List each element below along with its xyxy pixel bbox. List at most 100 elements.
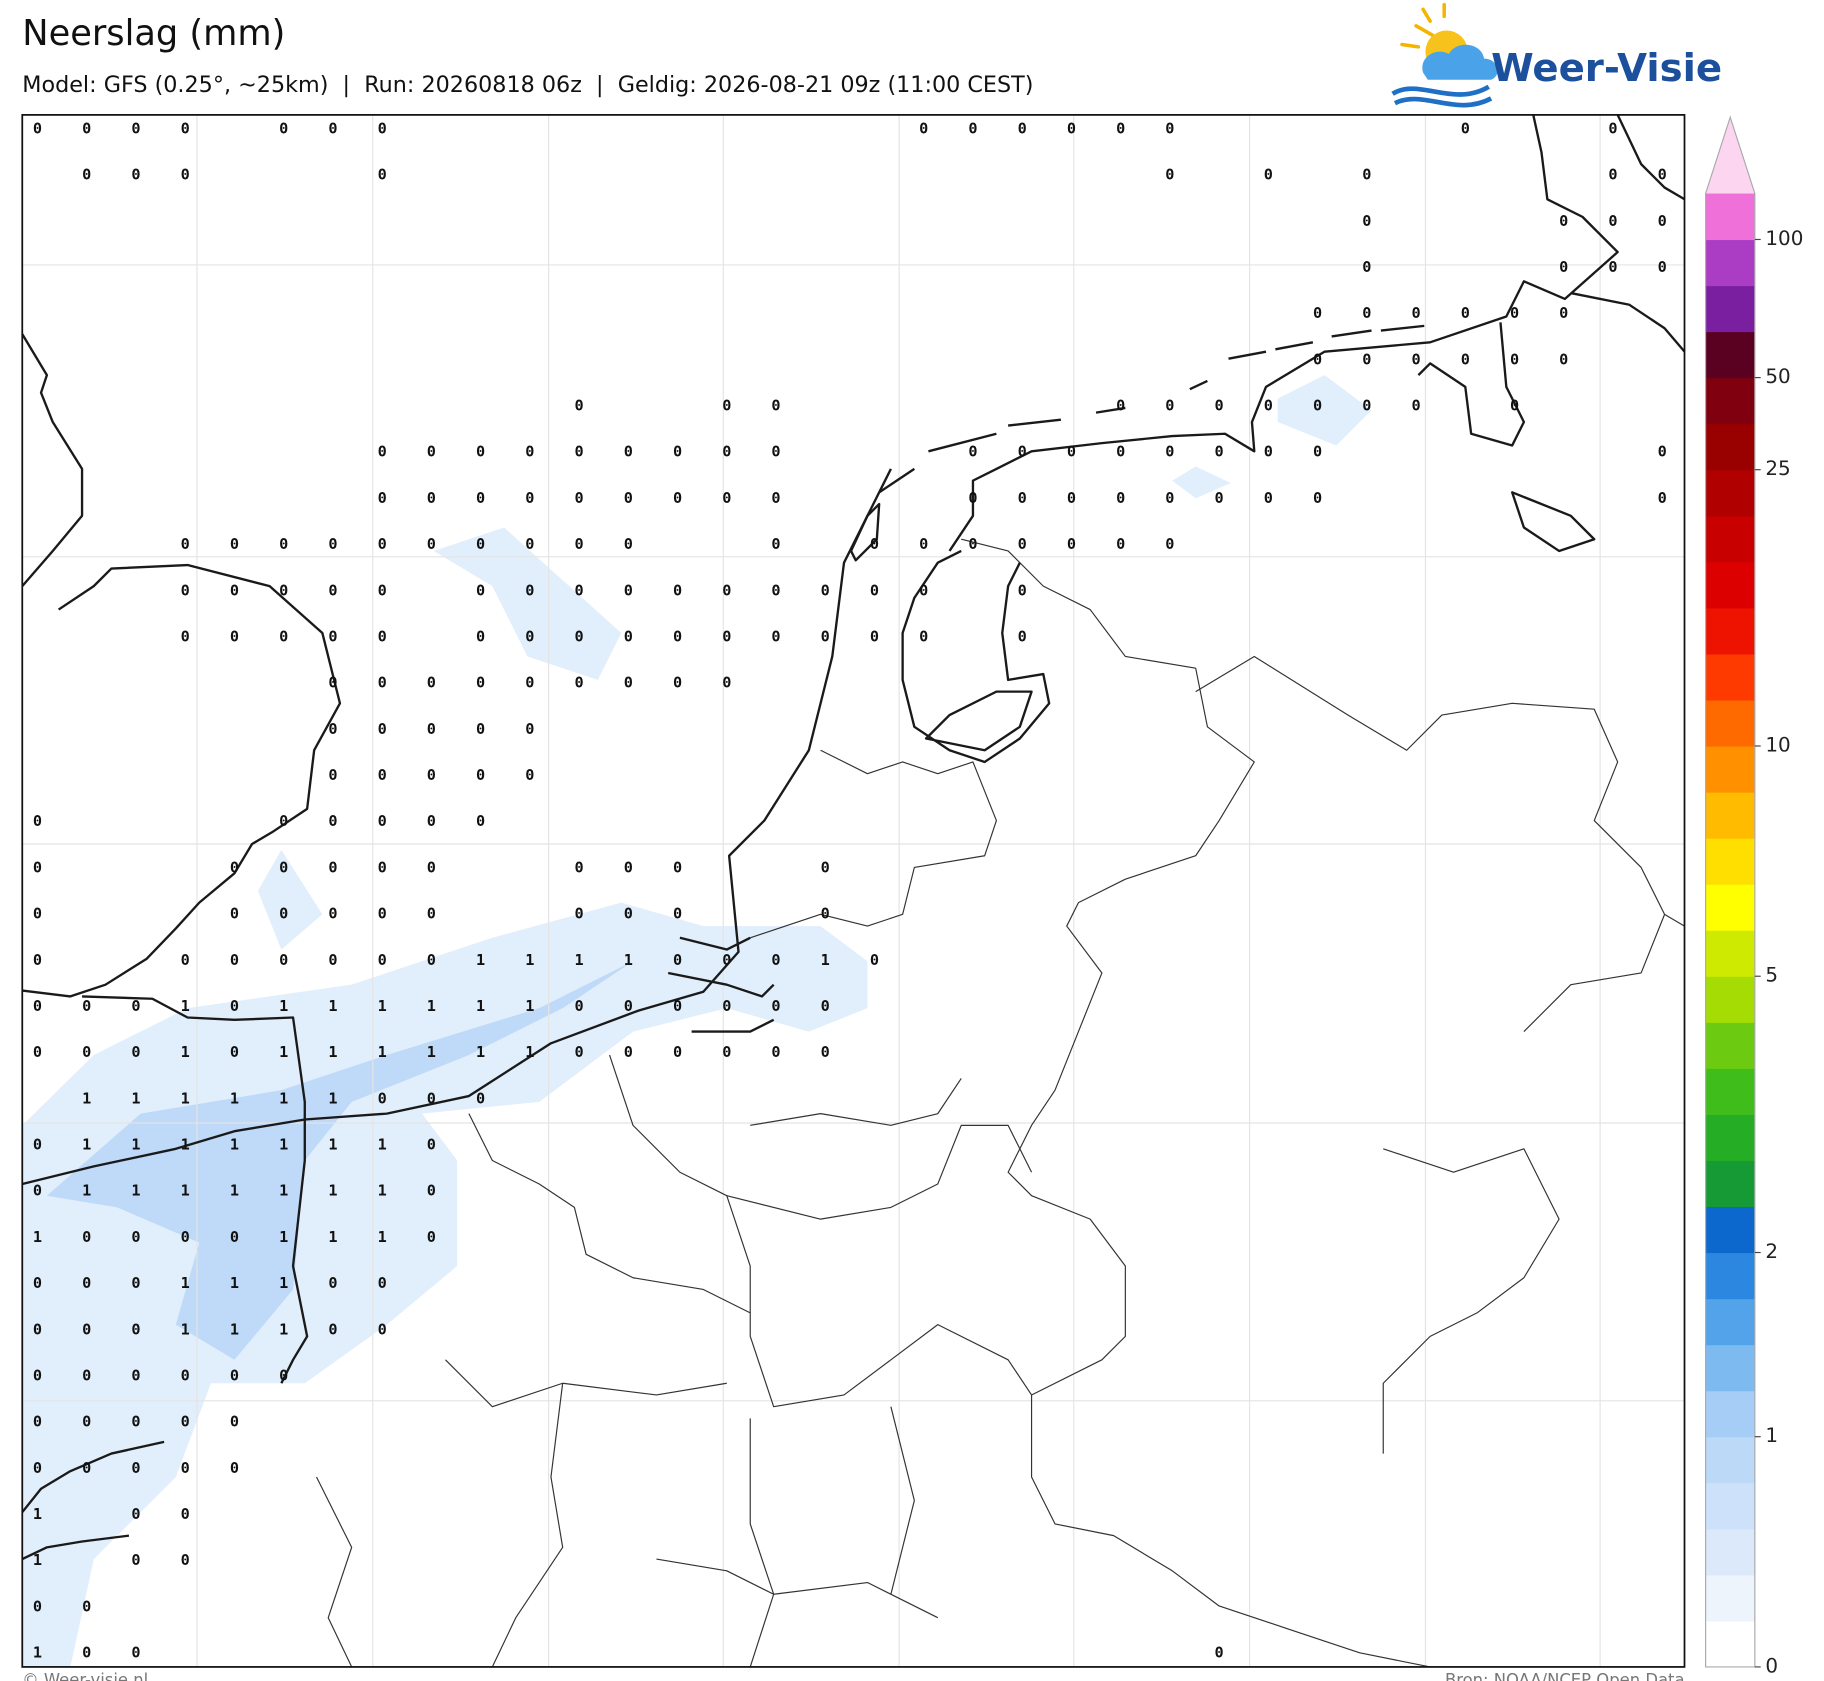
- grid-value: 0: [378, 858, 387, 876]
- grid-value: 0: [574, 858, 583, 876]
- grid-value: 0: [82, 1644, 91, 1662]
- grid-value: 0: [476, 674, 485, 692]
- grid-value: 0: [722, 674, 731, 692]
- grid-value: 0: [1018, 535, 1027, 553]
- grid-value: 1: [525, 1043, 534, 1061]
- grid-value: 0: [279, 858, 288, 876]
- grid-value: 0: [328, 535, 337, 553]
- grid-value: 0: [1510, 304, 1519, 322]
- grid-value: 0: [378, 951, 387, 969]
- grid-value: 0: [427, 674, 436, 692]
- grid-value: 1: [328, 1089, 337, 1107]
- grid-value: 0: [181, 535, 190, 553]
- grid-value: 1: [181, 1089, 190, 1107]
- grid-value: 0: [33, 997, 42, 1015]
- grid-value: 0: [181, 951, 190, 969]
- grid-value: 0: [33, 1043, 42, 1061]
- colorbar-segment: [1705, 1252, 1755, 1300]
- grid-value: 0: [919, 627, 928, 645]
- grid-value: 0: [870, 627, 879, 645]
- grid-value: 1: [33, 1505, 42, 1523]
- grid-value: 0: [525, 581, 534, 599]
- grid-value: 0: [33, 1320, 42, 1338]
- grid-value: 0: [673, 1043, 682, 1061]
- grid-value: 0: [427, 812, 436, 830]
- colorbar-segment: [1705, 1574, 1755, 1622]
- grid-value: 0: [476, 581, 485, 599]
- colorbar-segment: [1705, 515, 1755, 563]
- grid-value: 1: [230, 1182, 239, 1200]
- grid-value: 0: [279, 119, 288, 137]
- grid-value: 1: [131, 1089, 140, 1107]
- grid-value: 0: [131, 1505, 140, 1523]
- grid-value: 1: [476, 951, 485, 969]
- grid-value: 0: [1313, 489, 1322, 507]
- grid-value: 0: [673, 627, 682, 645]
- colorbar-segment: [1705, 1620, 1755, 1668]
- grid-value: 0: [427, 1228, 436, 1246]
- grid-value: 0: [968, 443, 977, 461]
- grid-value: 0: [1215, 489, 1224, 507]
- grid-value: 0: [1215, 1644, 1224, 1662]
- grid-value: 0: [230, 1043, 239, 1061]
- colorbar-segment: [1705, 469, 1755, 517]
- grid-value: 0: [574, 674, 583, 692]
- grid-value: 0: [328, 581, 337, 599]
- grid-value: 0: [427, 489, 436, 507]
- grid-value: 0: [427, 443, 436, 461]
- grid-value: 0: [328, 1320, 337, 1338]
- grid-value: 0: [1658, 489, 1667, 507]
- grid-value: 1: [279, 1320, 288, 1338]
- grid-value: 0: [1510, 397, 1519, 415]
- grid-value: 0: [33, 1182, 42, 1200]
- grid-value: 0: [328, 1274, 337, 1292]
- grid-value: 0: [378, 674, 387, 692]
- grid-value: 1: [181, 1320, 190, 1338]
- grid-value: 0: [131, 166, 140, 184]
- grid-value: 0: [574, 581, 583, 599]
- grid-value: 0: [624, 674, 633, 692]
- grid-value: 0: [1165, 535, 1174, 553]
- grid-value: 0: [131, 1413, 140, 1431]
- colorbar-tick-label: 2: [1765, 1240, 1778, 1263]
- grid-value: 0: [181, 119, 190, 137]
- grid-value: 0: [722, 951, 731, 969]
- grid-value: 0: [870, 535, 879, 553]
- grid-value: 0: [378, 1274, 387, 1292]
- grid-value: 0: [821, 997, 830, 1015]
- grid-value-labels: 0 0 0 0 0 0 0 0 0 0 0 0 0 0 0 0 0 0 0 0 0 0 0 0 0 0 0 0 0 0 0 0 0 0 0 0 0 0 0 0…: [33, 119, 1667, 1661]
- grid-value: 0: [574, 627, 583, 645]
- grid-value: 0: [33, 812, 42, 830]
- grid-value: 0: [525, 489, 534, 507]
- grid-value: 1: [82, 1136, 91, 1154]
- colorbar-segment: [1705, 1344, 1755, 1392]
- grid-value: 0: [1067, 119, 1076, 137]
- grid-value: 1: [378, 1182, 387, 1200]
- grid-value: 0: [328, 674, 337, 692]
- colorbar-segment: [1705, 1528, 1755, 1576]
- grid-value: 1: [82, 1182, 91, 1200]
- grid-value: 0: [1165, 119, 1174, 137]
- grid-value: 0: [1313, 304, 1322, 322]
- colorbar-segment: [1705, 653, 1755, 701]
- grid-value: 0: [1608, 258, 1617, 276]
- colorbar-segment: [1705, 699, 1755, 747]
- colorbar-outline: [1705, 115, 1756, 1668]
- grid-value: 0: [1313, 443, 1322, 461]
- grid-value: 0: [1461, 119, 1470, 137]
- grid-value: 0: [1362, 350, 1371, 368]
- grid-value: 1: [279, 1136, 288, 1154]
- grid-value: 0: [771, 443, 780, 461]
- grid-value: 0: [1116, 397, 1125, 415]
- grid-value: 0: [1165, 443, 1174, 461]
- grid-value: 0: [771, 627, 780, 645]
- grid-value: 0: [1658, 166, 1667, 184]
- grid-value: 0: [771, 997, 780, 1015]
- grid-value: 0: [673, 997, 682, 1015]
- grid-value: 0: [378, 1089, 387, 1107]
- grid-value: 0: [1165, 397, 1174, 415]
- colorbar-segment: [1705, 1298, 1755, 1346]
- grid-value: 0: [574, 443, 583, 461]
- grid-value: 0: [378, 119, 387, 137]
- grid-value: 0: [33, 119, 42, 137]
